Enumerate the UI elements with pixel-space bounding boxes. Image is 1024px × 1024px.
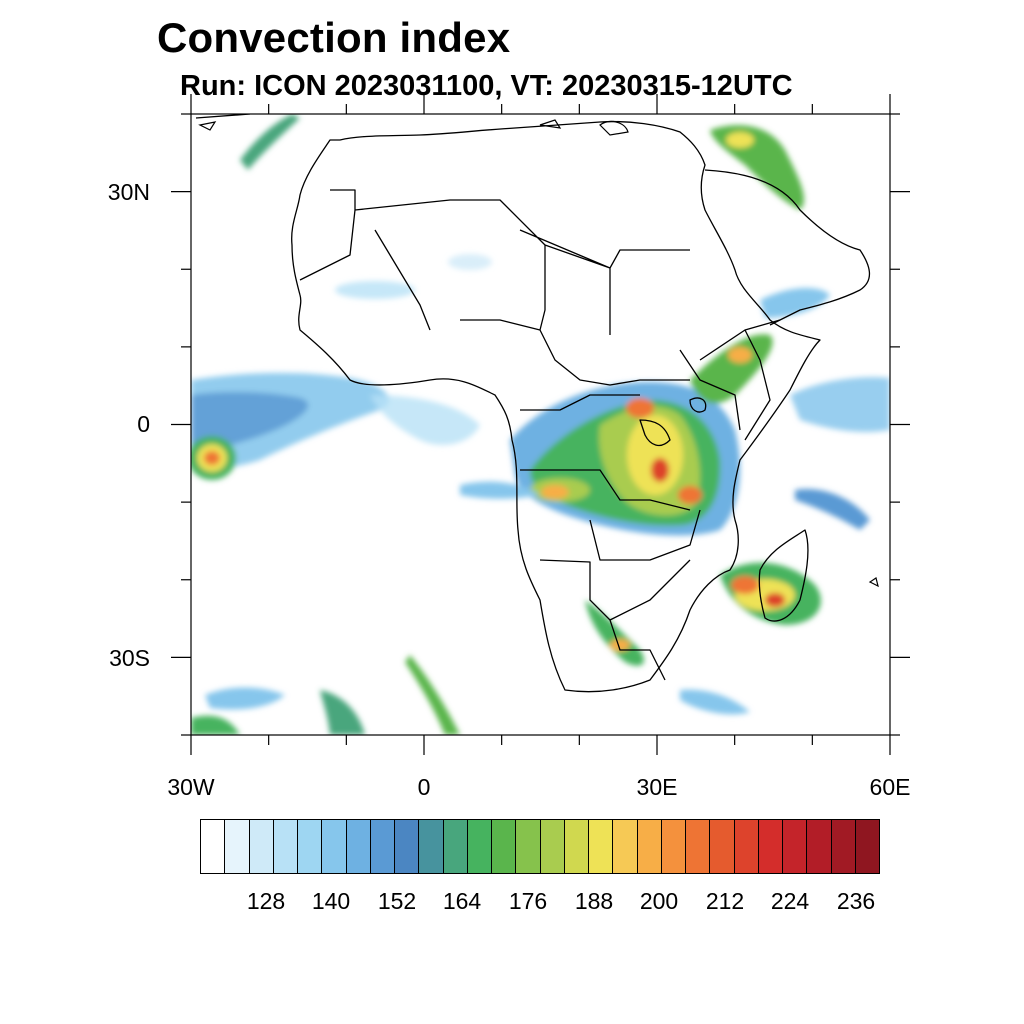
colorbar-box — [831, 820, 856, 873]
lat-label-0: 0 — [137, 411, 150, 437]
colorbar-box — [589, 820, 614, 873]
colorbar-box — [710, 820, 735, 873]
colorbar-box — [298, 820, 323, 873]
colorbar-box — [346, 820, 371, 873]
colorbar-box — [443, 820, 468, 873]
coastlines-borders — [195, 114, 871, 693]
colorbar-box — [613, 820, 638, 873]
colorbar-label: 224 — [770, 888, 810, 914]
colorbar-box — [395, 820, 420, 873]
colorbar-box — [661, 820, 686, 873]
colorbar-box — [322, 820, 347, 873]
colorbar-box — [540, 820, 565, 873]
colorbar-box — [807, 820, 832, 873]
colorbar-box — [783, 820, 808, 873]
colorbar — [200, 819, 880, 874]
colorbar-box — [637, 820, 662, 873]
colorbar-label: 152 — [377, 888, 417, 914]
colorbar-label: 176 — [508, 888, 548, 914]
colorbar-label: 236 — [836, 888, 876, 914]
colorbar-box — [855, 820, 879, 873]
colorbar-box — [273, 820, 298, 873]
colorbar-box — [734, 820, 759, 873]
lat-label-30s: 30S — [109, 645, 150, 671]
colorbar-label: 200 — [639, 888, 679, 914]
colorbar-box — [225, 820, 250, 873]
chart-subtitle: Run: ICON 2023031100, VT: 20230315-12UTC — [180, 70, 793, 102]
lat-label-30n: 30N — [107, 179, 150, 205]
colorbar-label: 128 — [246, 888, 286, 914]
lon-label-0: 0 — [417, 774, 431, 800]
colorbar-box — [249, 820, 274, 873]
colorbar-box — [758, 820, 783, 873]
colorbar-box — [201, 820, 226, 873]
colorbar-label: 140 — [311, 888, 351, 914]
colorbar-label: 164 — [442, 888, 482, 914]
lon-label-30w: 30W — [167, 774, 215, 800]
colorbar-box — [686, 820, 711, 873]
convection-field — [191, 114, 890, 735]
chart-title: Convection index — [157, 14, 511, 61]
colorbar-box — [564, 820, 589, 873]
colorbar-box — [467, 820, 492, 873]
lon-label-30e: 30E — [636, 774, 678, 800]
colorbar-box — [492, 820, 517, 873]
colorbar-box — [419, 820, 444, 873]
lon-label-60e: 60E — [869, 774, 911, 800]
colorbar-label: 212 — [705, 888, 745, 914]
axis-ticks — [171, 94, 910, 755]
colorbar-box — [516, 820, 541, 873]
colorbar-box — [370, 820, 395, 873]
colorbar-label: 188 — [574, 888, 614, 914]
